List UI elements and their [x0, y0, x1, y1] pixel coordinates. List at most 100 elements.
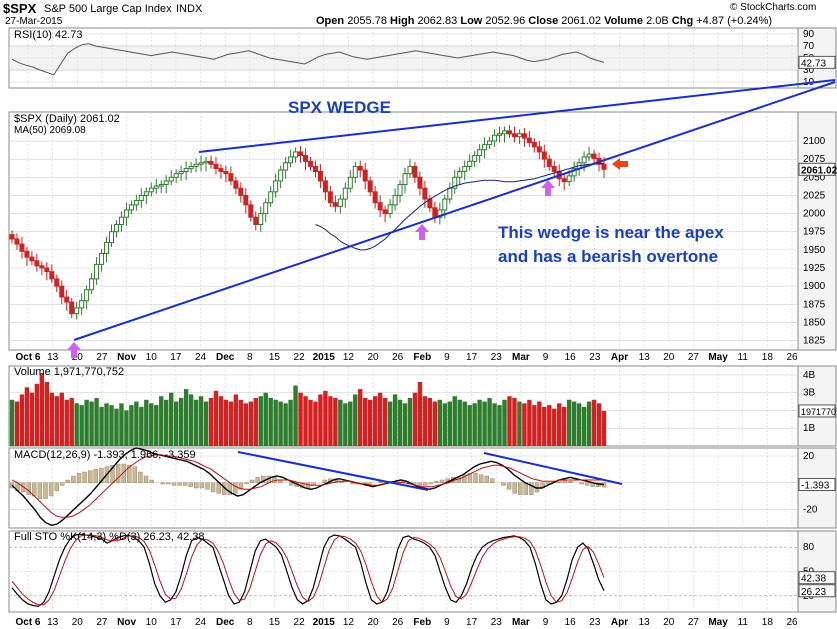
open-value: 2055.78: [347, 15, 387, 27]
volume-bar: [358, 389, 363, 446]
candle-body: [546, 158, 552, 167]
volume-bar: [601, 410, 607, 446]
macd-histogram-bar: [518, 482, 523, 495]
volume-bar: [377, 392, 383, 446]
macd-histogram-bar: [93, 469, 98, 483]
stoch-k-line: [11, 533, 605, 607]
volume-bar: [188, 394, 194, 446]
volume-bar: [298, 392, 303, 446]
volume-bar: [114, 408, 119, 446]
volume-bar: [492, 403, 497, 446]
volume-bar: [363, 398, 368, 446]
volume-bar: [54, 396, 59, 446]
y-tick-label-price: 1850: [803, 317, 826, 328]
candle-body: [218, 168, 224, 173]
candle-body: [228, 173, 234, 182]
volume-bar: [193, 399, 199, 446]
macd-histogram-bar: [194, 482, 199, 489]
y-tick-label-price: 1900: [803, 281, 826, 292]
candle-body: [223, 171, 229, 175]
volume-bar: [14, 401, 20, 446]
macd-histogram-bar: [26, 482, 31, 495]
x-tick-label-price: 23: [491, 352, 503, 363]
x-tick-label-bottom: 18: [762, 617, 774, 628]
x-tick-label-bottom: 17: [170, 617, 182, 628]
wedge-note-line1: This wedge is near the apex: [498, 223, 724, 242]
volume-bar: [84, 399, 89, 446]
x-tick-label-bottom: 26: [392, 617, 404, 628]
candle-body: [591, 153, 597, 159]
candle-body: [422, 187, 428, 200]
volume-bar: [49, 392, 54, 446]
candle-body: [14, 238, 20, 245]
macd-histogram-bar: [48, 482, 54, 497]
ticker-symbol: $SPX: [3, 1, 37, 16]
candle-body: [278, 169, 284, 182]
macd-divergence-line-1: [237, 451, 429, 491]
macd-histogram-bar: [82, 471, 87, 483]
volume-bar: [129, 405, 134, 446]
macd-histogram-bar: [350, 482, 355, 485]
candle-body: [506, 130, 512, 135]
volume-bar: [562, 406, 567, 446]
macd-histogram-bar: [149, 479, 154, 483]
candle-body: [203, 160, 209, 164]
macd-histogram-bar: [417, 482, 422, 486]
x-tick-label-price: 18: [762, 352, 774, 363]
candle-body: [521, 133, 527, 139]
open-label: Open: [316, 15, 345, 27]
candle-body: [29, 256, 35, 262]
macd-histogram-bar: [473, 473, 478, 483]
stoch-d-last-value: 42.38: [801, 574, 826, 585]
volume-bar: [109, 405, 114, 446]
volume-bar: [472, 403, 477, 446]
volume-bar: [263, 392, 268, 446]
macd-histogram-bar: [37, 482, 43, 499]
macd-histogram-bar: [143, 475, 149, 483]
volume-bar: [9, 399, 15, 446]
x-tick-label-bottom: 23: [589, 617, 601, 628]
volume-bar: [268, 398, 273, 446]
x-tick-label-price: 8: [247, 352, 253, 363]
macd-histogram-bar: [127, 465, 132, 483]
volume-bar: [586, 401, 592, 446]
volume-bar: [59, 392, 64, 446]
volume-bar: [517, 401, 522, 446]
macd-last-box: [798, 478, 836, 492]
macd-histogram-bar: [261, 475, 266, 483]
macd-histogram-bar: [87, 470, 93, 483]
volume-bar: [159, 396, 164, 446]
close-value: 2061.02: [561, 15, 602, 27]
candle-body: [526, 137, 532, 143]
volume-bar: [154, 405, 159, 446]
candle-body: [213, 163, 219, 170]
macd-histogram-bar: [76, 473, 82, 483]
x-tick-label-bottom: 17: [466, 617, 478, 628]
candle-body: [138, 194, 144, 202]
volume-bar: [532, 405, 537, 446]
macd-histogram-bar: [65, 479, 71, 483]
y-tick-label-price: 1950: [803, 245, 826, 256]
volume-bar: [432, 401, 438, 446]
candle-body: [601, 163, 607, 170]
x-tick-label-price: Oct 6: [15, 352, 40, 363]
macd-histogram-bar: [171, 482, 177, 486]
chart-date: 27-Mar-2015: [5, 16, 63, 27]
candle-body: [253, 216, 259, 225]
volume-bar: [581, 406, 587, 446]
x-tick-label-bottom: Oct 6: [15, 617, 40, 628]
macd-histogram-bar: [529, 482, 534, 495]
candle-body: [173, 173, 179, 178]
macd-histogram-bar: [439, 479, 445, 483]
volume-bar: [208, 398, 214, 446]
candle-body: [118, 216, 124, 225]
volume-bar: [487, 398, 492, 446]
volume-bar: [328, 396, 333, 446]
x-tick-label-price: 15: [269, 352, 281, 363]
x-tick-label-price: 9: [543, 352, 549, 363]
macd-histogram-bar: [478, 474, 484, 483]
candle-body: [283, 162, 289, 171]
x-tick-label-bottom: Mar: [512, 617, 530, 628]
volume-bar: [323, 390, 328, 446]
